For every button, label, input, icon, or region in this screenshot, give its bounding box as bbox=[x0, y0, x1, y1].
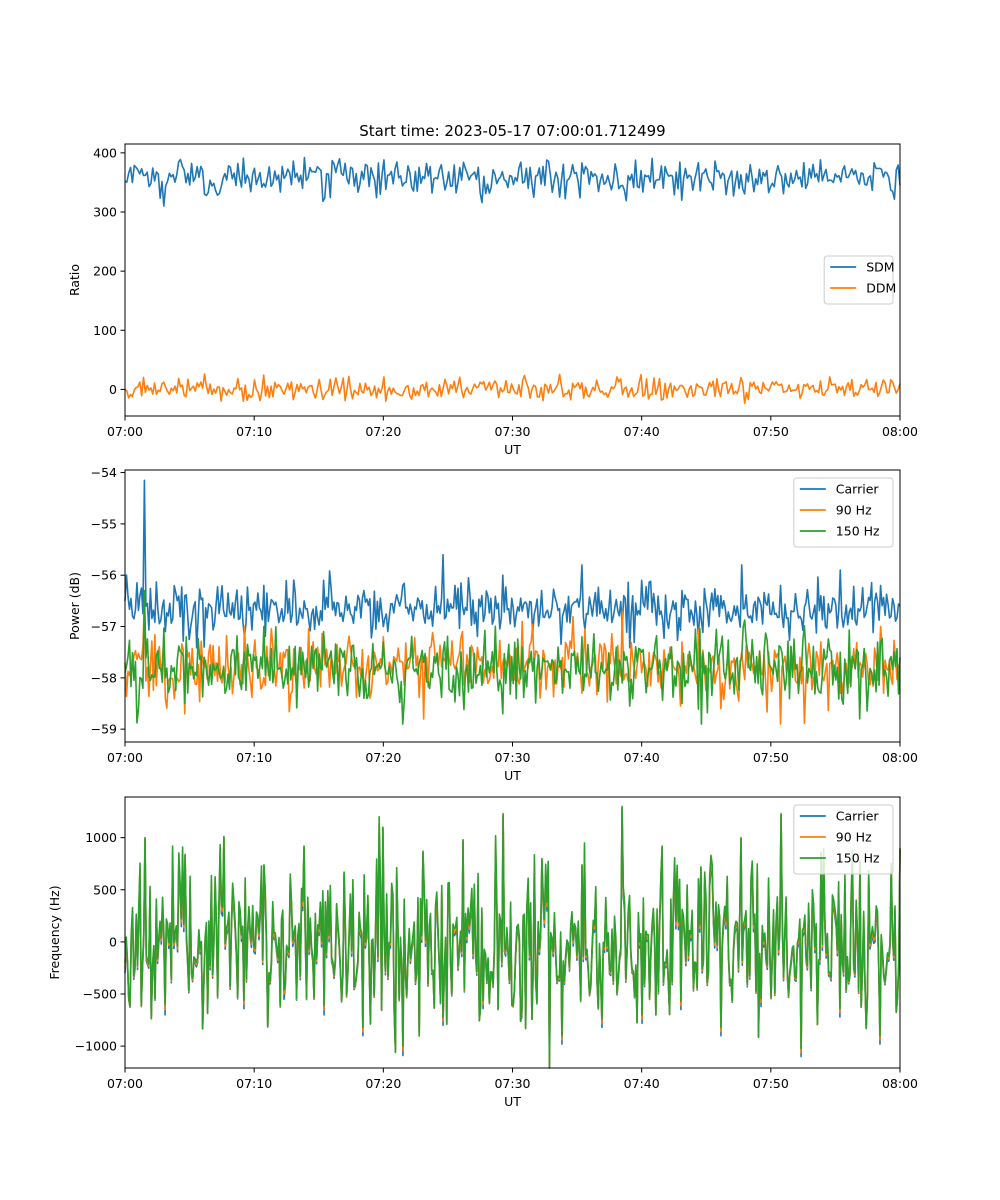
x-tick-label: 07:30 bbox=[494, 750, 530, 765]
x-tick-label: 08:00 bbox=[882, 1076, 918, 1091]
y-tick-label: −56 bbox=[91, 568, 117, 583]
x-tick-label: 07:20 bbox=[365, 1076, 401, 1091]
series-line-carrier bbox=[124, 479, 901, 649]
y-tick-label: 200 bbox=[93, 264, 117, 279]
legend-label: 90 Hz bbox=[836, 830, 872, 845]
legend-label: 90 Hz bbox=[836, 503, 872, 518]
x-tick-label: 07:00 bbox=[107, 1076, 143, 1091]
legend-box bbox=[823, 255, 894, 305]
x-tick-label: 07:40 bbox=[624, 424, 660, 439]
x-tick-label: 07:50 bbox=[753, 1076, 789, 1091]
x-tick-label: 07:40 bbox=[624, 1076, 660, 1091]
y-tick-label: 300 bbox=[93, 205, 117, 220]
x-tick-label: 07:00 bbox=[107, 424, 143, 439]
x-tick-label: 08:00 bbox=[882, 424, 918, 439]
x-tick-label: 07:30 bbox=[494, 1076, 530, 1091]
series-line-ddm bbox=[124, 373, 901, 405]
x-tick-label: 07:50 bbox=[753, 424, 789, 439]
legend-label: DDM bbox=[866, 281, 896, 296]
x-tick-label: 07:40 bbox=[624, 750, 660, 765]
x-tick-label: 08:00 bbox=[882, 750, 918, 765]
x-tick-label: 07:10 bbox=[236, 424, 272, 439]
x-tick-label: 07:30 bbox=[494, 424, 530, 439]
y-tick-label: 0 bbox=[109, 382, 117, 397]
chart-panel-3: 07:00 07:10 07:20 07:30 07:40 07:50 08:00 −1000… bbox=[47, 796, 918, 1109]
legend: Carrier 90 Hz 150 Hz bbox=[793, 477, 894, 548]
y-tick-label: −54 bbox=[91, 465, 117, 480]
series-line-150-hz bbox=[124, 805, 901, 1069]
x-tick-label: 07:50 bbox=[753, 750, 789, 765]
y-tick-label: −500 bbox=[83, 986, 117, 1001]
chart-panel-2: 07:00 07:10 07:20 07:30 07:40 07:50 08:00 −59 −5… bbox=[67, 465, 918, 783]
y-axis-label: Frequency (Hz) bbox=[47, 885, 62, 979]
legend-label: SDM bbox=[866, 260, 894, 275]
series-line-90-hz bbox=[124, 806, 901, 1069]
legend-label: Carrier bbox=[836, 482, 880, 497]
y-tick-label: 400 bbox=[93, 145, 117, 160]
legend-label: 150 Hz bbox=[836, 851, 880, 866]
legend: Carrier 90 Hz 150 Hz bbox=[793, 804, 894, 875]
y-axis-label: Power (dB) bbox=[67, 572, 82, 640]
x-tick-label: 07:10 bbox=[236, 750, 272, 765]
y-tick-label: 100 bbox=[93, 323, 117, 338]
x-axis-label: UT bbox=[504, 442, 521, 457]
y-tick-label: −55 bbox=[91, 516, 117, 531]
y-tick-label: −57 bbox=[91, 619, 117, 634]
chart-panels: 07:00 07:10 07:20 07:30 07:40 07:50 08:00 0 100 2… bbox=[47, 143, 918, 1109]
legend-box bbox=[793, 804, 894, 875]
legend-label: Carrier bbox=[836, 809, 880, 824]
series-line-sdm bbox=[124, 156, 901, 207]
chart-panel-1: 07:00 07:10 07:20 07:30 07:40 07:50 08:00 0 100 2… bbox=[67, 143, 918, 457]
y-tick-label: −1000 bbox=[75, 1039, 117, 1054]
y-tick-label: −58 bbox=[91, 670, 117, 685]
y-tick-label: 1000 bbox=[85, 830, 117, 845]
figure-title: Start time: 2023-05-17 07:00:01.712499 bbox=[359, 122, 665, 140]
x-tick-label: 07:00 bbox=[107, 750, 143, 765]
x-tick-label: 07:20 bbox=[365, 750, 401, 765]
legend-label: 150 Hz bbox=[836, 524, 880, 539]
y-tick-label: 500 bbox=[93, 882, 117, 897]
y-tick-label: 0 bbox=[109, 934, 117, 949]
legend: SDM DDM bbox=[823, 255, 896, 305]
x-axis-label: UT bbox=[504, 1094, 521, 1109]
x-tick-label: 07:10 bbox=[236, 1076, 272, 1091]
y-tick-label: −59 bbox=[91, 722, 117, 737]
legend-box bbox=[793, 477, 894, 548]
y-axis-label: Ratio bbox=[67, 264, 82, 296]
x-axis-label: UT bbox=[504, 768, 521, 783]
series-line-150-hz bbox=[124, 589, 901, 725]
x-tick-label: 07:20 bbox=[365, 424, 401, 439]
